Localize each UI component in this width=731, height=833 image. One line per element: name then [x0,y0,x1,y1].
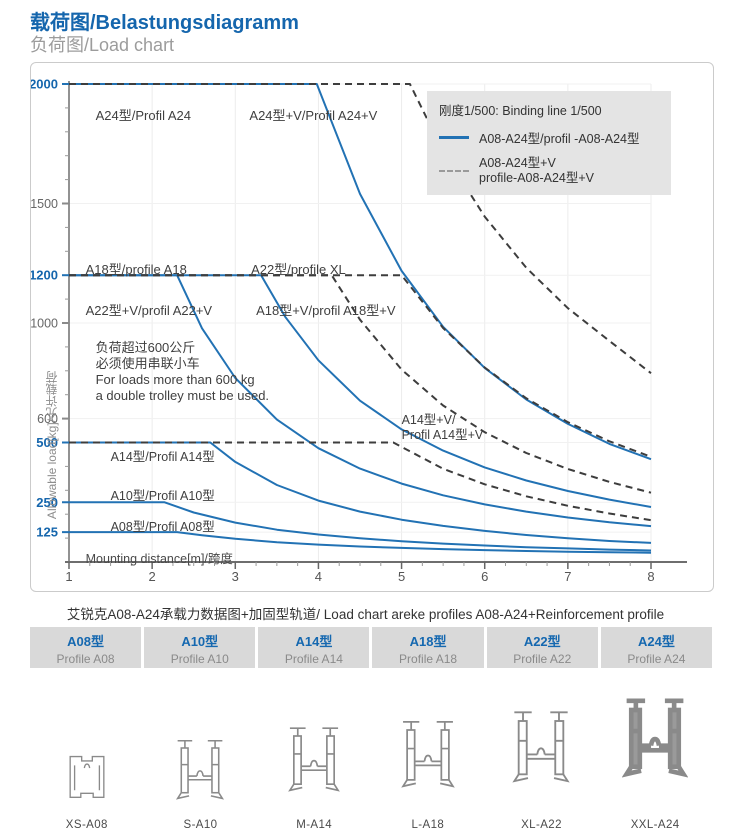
y-tick-label: 600 [37,412,58,426]
curve-a14-v [69,441,652,522]
curve-label-a24v: A24型+V/Profil A24+V [249,107,378,123]
profile-header-L-A18: A18型 Profile A18 [372,627,484,668]
curve-a18 [69,274,652,528]
profile-figure-XS-A08: XS-A08 [30,671,144,831]
x-tick-label: 6 [481,569,488,584]
curve-label-a24: A24型/Profil A24 [95,107,191,123]
profile-code-label: XS-A08 [65,819,108,831]
curve-label-a14v: A14型+V/Profil A14型+V [401,412,484,442]
profile-header-XS-A08: A08型 Profile A08 [30,627,142,668]
x-tick-label: 4 [315,569,322,584]
load-chart-plot: 2000 1500 1200 1000 600 500 250 125 1 2 3 4 5 6 7 8 [31,77,687,584]
y-tick-label: 250 [36,495,58,510]
curve-a14 [69,441,652,544]
bottom-caption: 艾锐克A08-A24承载力数据图+加固型轨道/ Load chart areke… [66,607,665,622]
legend-title: 刚度1/500: Binding line 1/500 [439,104,602,118]
curve-label-note: 负荷超过600公斤 必须使用串联小车 For loads more than 600… [95,339,270,403]
curve-a18-v [69,274,652,494]
x-tick-label: 5 [398,569,405,584]
legend-item-solid: A08-A24型/profil -A08-A24型 [439,128,661,147]
profile-header-S-A10: A10型 Profile A10 [144,627,256,668]
x-tick-label: 7 [564,569,571,584]
y-tick-label: 1200 [31,268,58,283]
chart-legend: 刚度1/500: Binding line 1/500 A08-A24型/pro… [427,91,671,195]
profile-header-XL-A22: A22型 Profile A22 [486,627,598,668]
dashed-line-swatch [439,170,469,172]
profile-cross-section-icon [176,739,225,800]
y-tick-label: 1500 [31,197,58,211]
x-tick-label: 8 [647,569,654,584]
x-tick-label: 1 [65,569,72,584]
curve-a22-v [69,274,652,458]
profile-table-body: XS-A08 S-A10 M-A14 L-A18 XL-A22 XXL-A24 [30,671,712,831]
x-ticks: 1 2 3 4 5 6 7 8 [65,562,655,584]
x-axis-label: Mounting distance[m]/跨度 [85,552,233,567]
solid-line-swatch [439,136,469,139]
profile-code-label: XXL-A24 [630,819,680,831]
profile-code-label: L-A18 [411,819,445,831]
curve-a10 [69,501,652,552]
curve-label-a22v: A22型+V/profil A22+V [85,302,213,318]
curve-label-a18: A18型/profile A18 [85,262,187,278]
profile-figure-XXL-A24: XXL-A24 [598,671,712,831]
profile-cross-section-icon [512,711,571,783]
profile-cross-section-icon [288,727,341,792]
profile-cross-section-icon [401,721,455,788]
profile-code-label: XL-A22 [521,819,562,831]
curve-a24 [69,83,652,461]
curve-label-a18v: A18型+V/profil A18型+V [256,302,396,318]
curve-label-a22xl: A22型/profile XL [251,262,346,278]
curves [69,83,652,554]
profile-header-XXL-A24: A24型 Profile A24 [600,627,712,668]
curve-a24-v [69,83,652,374]
profile-header-M-A14: A14型 Profile A14 [258,627,370,668]
y-tick-label: 1000 [31,317,58,331]
profile-figure-M-A14: M-A14 [257,671,371,831]
x-tick-label: 3 [232,569,239,584]
curve-label-a14: A14型/Profil A14型 [110,449,215,464]
y-tick-label: 500 [36,435,58,450]
curve-label-a10: A10型/Profil A10型 [110,489,215,504]
profile-code-label: S-A10 [183,819,218,831]
profile-cross-section-icon [622,698,689,778]
curve-a22-xl [69,274,652,508]
profile-code-label: M-A14 [296,819,333,831]
y-axis-label: Allowable load[kg]/允许载荷 [45,371,59,520]
y-ticks: 2000 1500 1200 1000 600 500 250 125 [31,77,69,540]
load-chart: 2000 1500 1200 1000 600 500 250 125 1 2 3 4 5 6 7 8 All… [30,62,714,592]
legend-item-dashed: A08-A24型+V profile-A08-A24型+V [439,156,661,186]
y-tick-label: 2000 [31,77,58,92]
profile-figure-S-A10: S-A10 [144,671,258,831]
profile-cross-section-icon [69,755,105,798]
curve-label-a08: A08型/Profil A08型 [110,520,215,535]
profile-table-header: A08型 Profile A08 A10型 Profile A10 A14型 Profil… [30,627,712,668]
y-tick-label: 125 [36,525,58,540]
profile-figure-XL-A22: XL-A22 [485,671,599,831]
x-tick-label: 2 [149,569,156,584]
profile-figure-L-A18: L-A18 [371,671,485,831]
curve-a08 [69,531,652,554]
page-title: 载荷图/Belastungsdiagramm [30,12,299,34]
page-subtitle: 负荷图/Load chart [30,35,175,55]
